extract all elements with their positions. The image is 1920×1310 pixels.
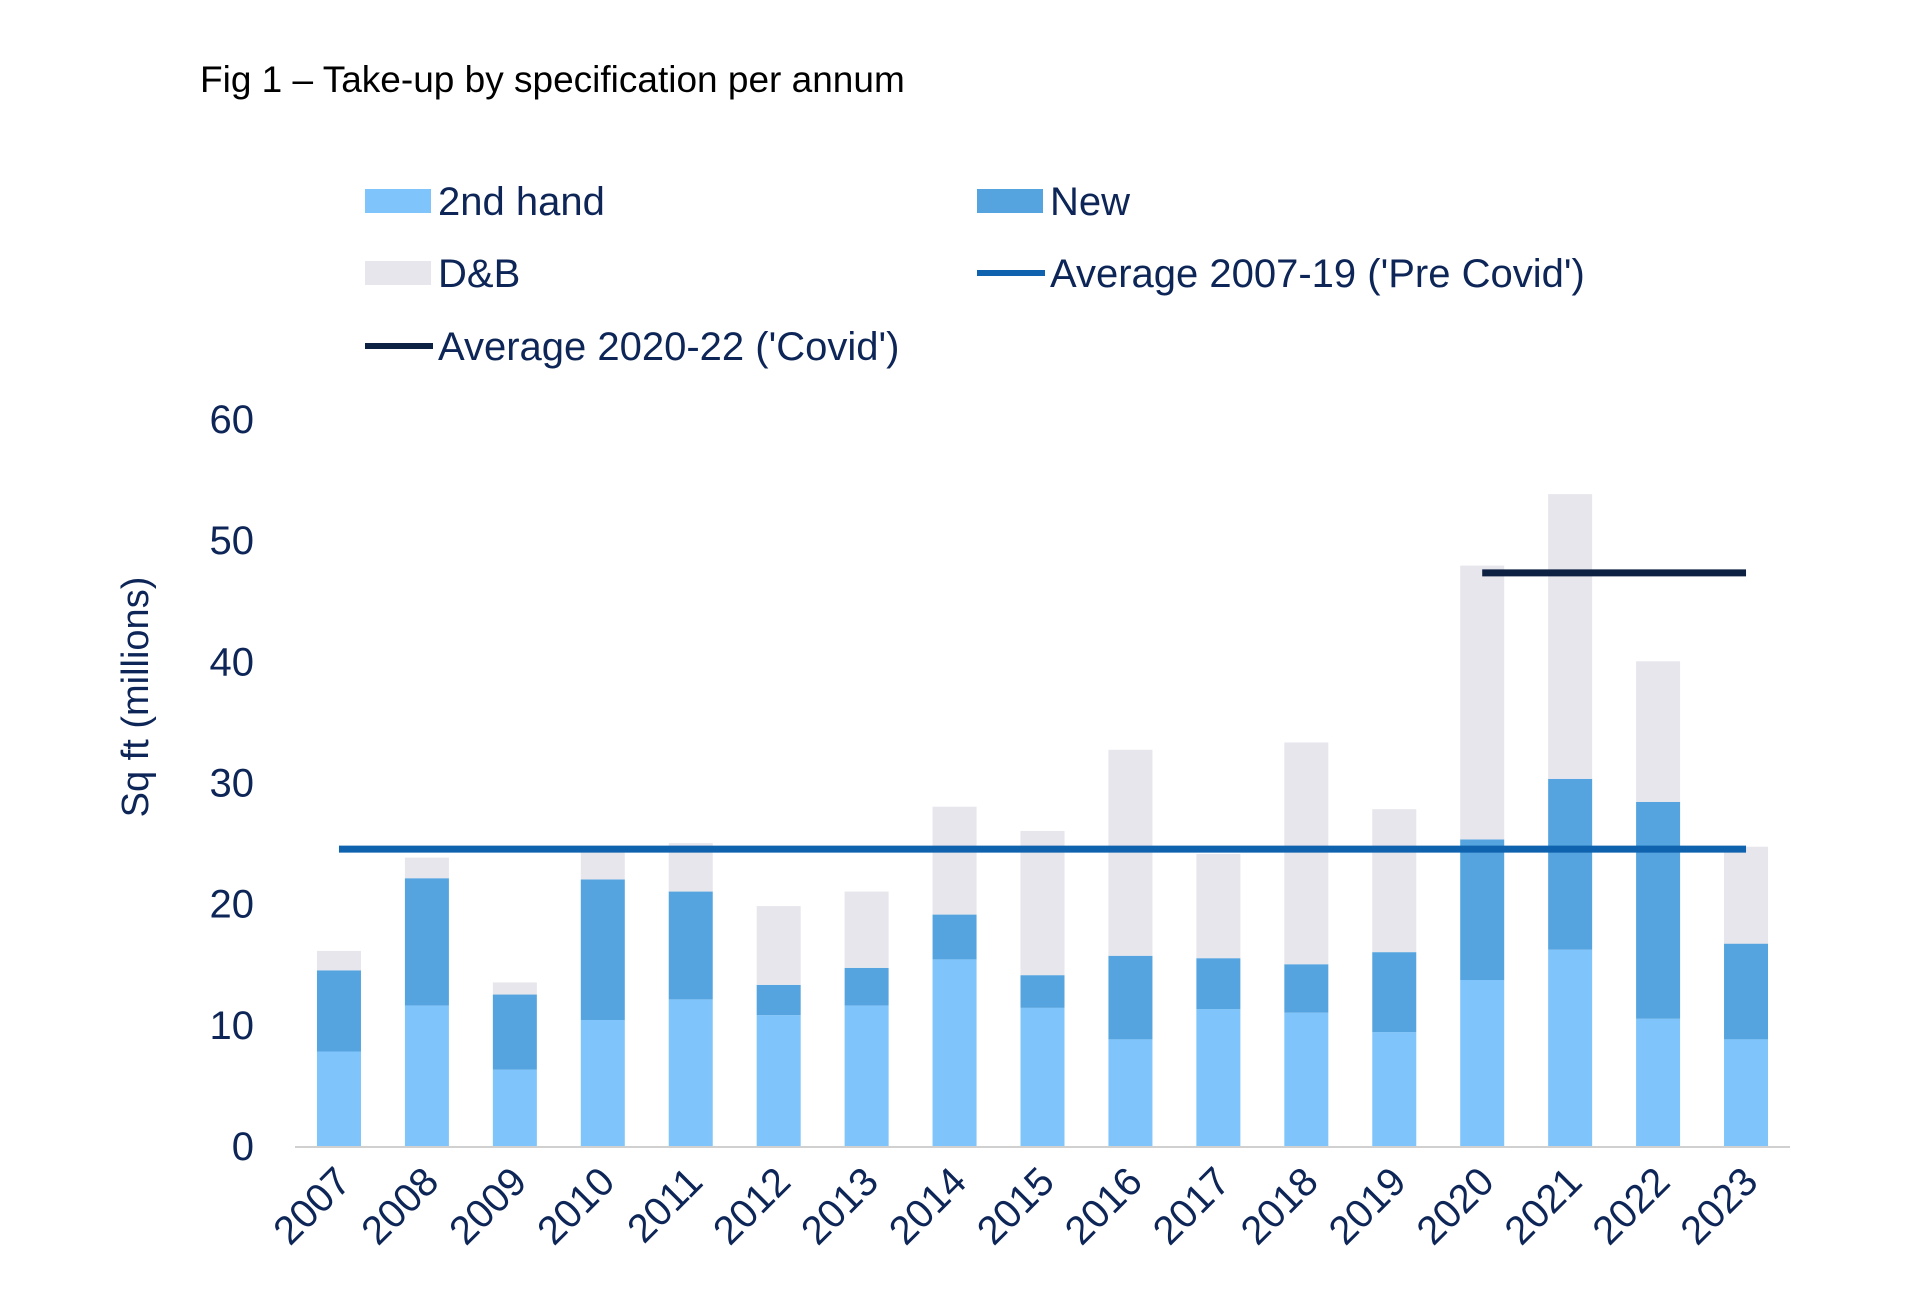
bars bbox=[316, 494, 1769, 1146]
y-axis: 0 10 20 30 40 50 60 bbox=[210, 398, 255, 1169]
x-tick-label: 2009 bbox=[441, 1159, 535, 1253]
bar-2nd-hand-2011 bbox=[668, 999, 713, 1146]
bar-d-b-2019 bbox=[1372, 809, 1417, 953]
legend-label-d-b: D&B bbox=[438, 252, 520, 296]
x-tick-label: 2007 bbox=[265, 1159, 359, 1253]
bar-d-b-2018 bbox=[1284, 742, 1329, 965]
x-tick-label: 2022 bbox=[1584, 1159, 1678, 1253]
bar-d-b-2021 bbox=[1548, 494, 1593, 779]
bar-d-b-2012 bbox=[756, 906, 801, 985]
average-lines bbox=[338, 569, 1747, 853]
x-axis: 2007200820092010201120122013201420152016… bbox=[265, 1146, 1790, 1253]
legend-swatch-new bbox=[977, 189, 1043, 213]
bar-2nd-hand-2017 bbox=[1196, 1009, 1241, 1146]
bar-new-2018 bbox=[1284, 964, 1329, 1013]
bar-d-b-2016 bbox=[1108, 749, 1153, 956]
bar-d-b-2022 bbox=[1636, 661, 1681, 802]
bar-new-2010 bbox=[580, 879, 625, 1020]
bar-new-2021 bbox=[1548, 778, 1593, 950]
x-tick-label: 2014 bbox=[881, 1159, 975, 1253]
bar-new-2020 bbox=[1460, 839, 1505, 981]
bar-d-b-2017 bbox=[1196, 853, 1241, 959]
bar-new-2013 bbox=[844, 967, 889, 1006]
bar-new-2022 bbox=[1636, 801, 1681, 1019]
legend-label-2nd-hand: 2nd hand bbox=[438, 180, 605, 224]
bar-new-2011 bbox=[668, 891, 713, 1000]
x-tick-label: 2013 bbox=[793, 1159, 887, 1253]
y-tick-label: 0 bbox=[232, 1125, 254, 1169]
x-tick-label: 2008 bbox=[353, 1159, 447, 1253]
bar-new-2019 bbox=[1372, 952, 1417, 1033]
y-tick-label: 60 bbox=[210, 398, 255, 442]
bar-2nd-hand-2008 bbox=[404, 1005, 449, 1146]
chart-legend: 2nd hand New D&B Average 2007-19 ('Pre Covi… bbox=[365, 180, 1585, 369]
bar-2nd-hand-2014 bbox=[932, 959, 977, 1146]
bar-2nd-hand-2023 bbox=[1724, 1039, 1769, 1146]
legend-label-new: New bbox=[1050, 180, 1130, 224]
legend-swatch-2nd-hand bbox=[365, 189, 431, 213]
bar-2nd-hand-2019 bbox=[1372, 1032, 1417, 1146]
y-tick-label: 20 bbox=[210, 883, 255, 927]
bar-d-b-2008 bbox=[404, 857, 449, 879]
bar-d-b-2020 bbox=[1460, 565, 1505, 840]
bar-new-2008 bbox=[404, 878, 449, 1006]
x-tick-label: 2017 bbox=[1145, 1159, 1239, 1253]
bar-new-2009 bbox=[492, 994, 537, 1070]
bar-2nd-hand-2012 bbox=[756, 1015, 801, 1146]
bar-d-b-2009 bbox=[492, 982, 537, 995]
bar-2nd-hand-2010 bbox=[580, 1019, 625, 1146]
bar-d-b-2010 bbox=[580, 851, 625, 880]
x-tick-label: 2021 bbox=[1496, 1159, 1590, 1253]
x-tick-label: 2016 bbox=[1057, 1159, 1151, 1253]
bar-new-2012 bbox=[756, 984, 801, 1016]
bar-2nd-hand-2021 bbox=[1548, 949, 1593, 1146]
x-tick-label: 2018 bbox=[1233, 1159, 1327, 1253]
legend-swatch-d-b bbox=[365, 261, 431, 285]
bar-new-2017 bbox=[1196, 958, 1241, 1010]
bar-d-b-2007 bbox=[316, 950, 361, 971]
bar-2nd-hand-2016 bbox=[1108, 1039, 1153, 1146]
legend-label-average-2020-22-covid: Average 2020-22 ('Covid') bbox=[438, 325, 899, 369]
y-axis-title: Sq ft (millions) bbox=[115, 577, 157, 818]
bar-d-b-2013 bbox=[844, 891, 889, 968]
x-tick-label: 2015 bbox=[969, 1159, 1063, 1253]
x-tick-label: 2019 bbox=[1321, 1159, 1415, 1253]
bar-new-2015 bbox=[1020, 975, 1065, 1008]
y-tick-label: 40 bbox=[210, 640, 255, 684]
x-tick-label: 2020 bbox=[1409, 1159, 1503, 1253]
chart-title: Fig 1 – Take-up by specification per ann… bbox=[200, 59, 905, 100]
legend-label-average-2007-19-pre-covid: Average 2007-19 ('Pre Covid') bbox=[1050, 252, 1585, 296]
bar-2nd-hand-2013 bbox=[844, 1005, 889, 1146]
y-tick-label: 10 bbox=[210, 1004, 255, 1048]
bar-2nd-hand-2009 bbox=[492, 1069, 537, 1146]
bar-d-b-2014 bbox=[932, 806, 977, 915]
bar-2nd-hand-2018 bbox=[1284, 1012, 1329, 1146]
bar-d-b-2015 bbox=[1020, 830, 1065, 976]
y-tick-label: 50 bbox=[210, 519, 255, 563]
bar-new-2023 bbox=[1724, 943, 1769, 1040]
bar-2nd-hand-2022 bbox=[1636, 1018, 1681, 1146]
bar-2nd-hand-2007 bbox=[316, 1051, 361, 1146]
x-tick-label: 2023 bbox=[1672, 1159, 1766, 1253]
bar-new-2016 bbox=[1108, 955, 1153, 1040]
y-tick-label: 30 bbox=[210, 762, 255, 806]
bar-new-2014 bbox=[932, 914, 977, 960]
bar-new-2007 bbox=[316, 970, 361, 1052]
x-tick-label: 2011 bbox=[619, 1159, 711, 1251]
x-tick-label: 2012 bbox=[705, 1159, 799, 1253]
bar-2nd-hand-2020 bbox=[1460, 980, 1505, 1146]
bar-d-b-2023 bbox=[1724, 846, 1769, 944]
bar-2nd-hand-2015 bbox=[1020, 1007, 1065, 1146]
x-tick-label: 2010 bbox=[529, 1159, 623, 1253]
